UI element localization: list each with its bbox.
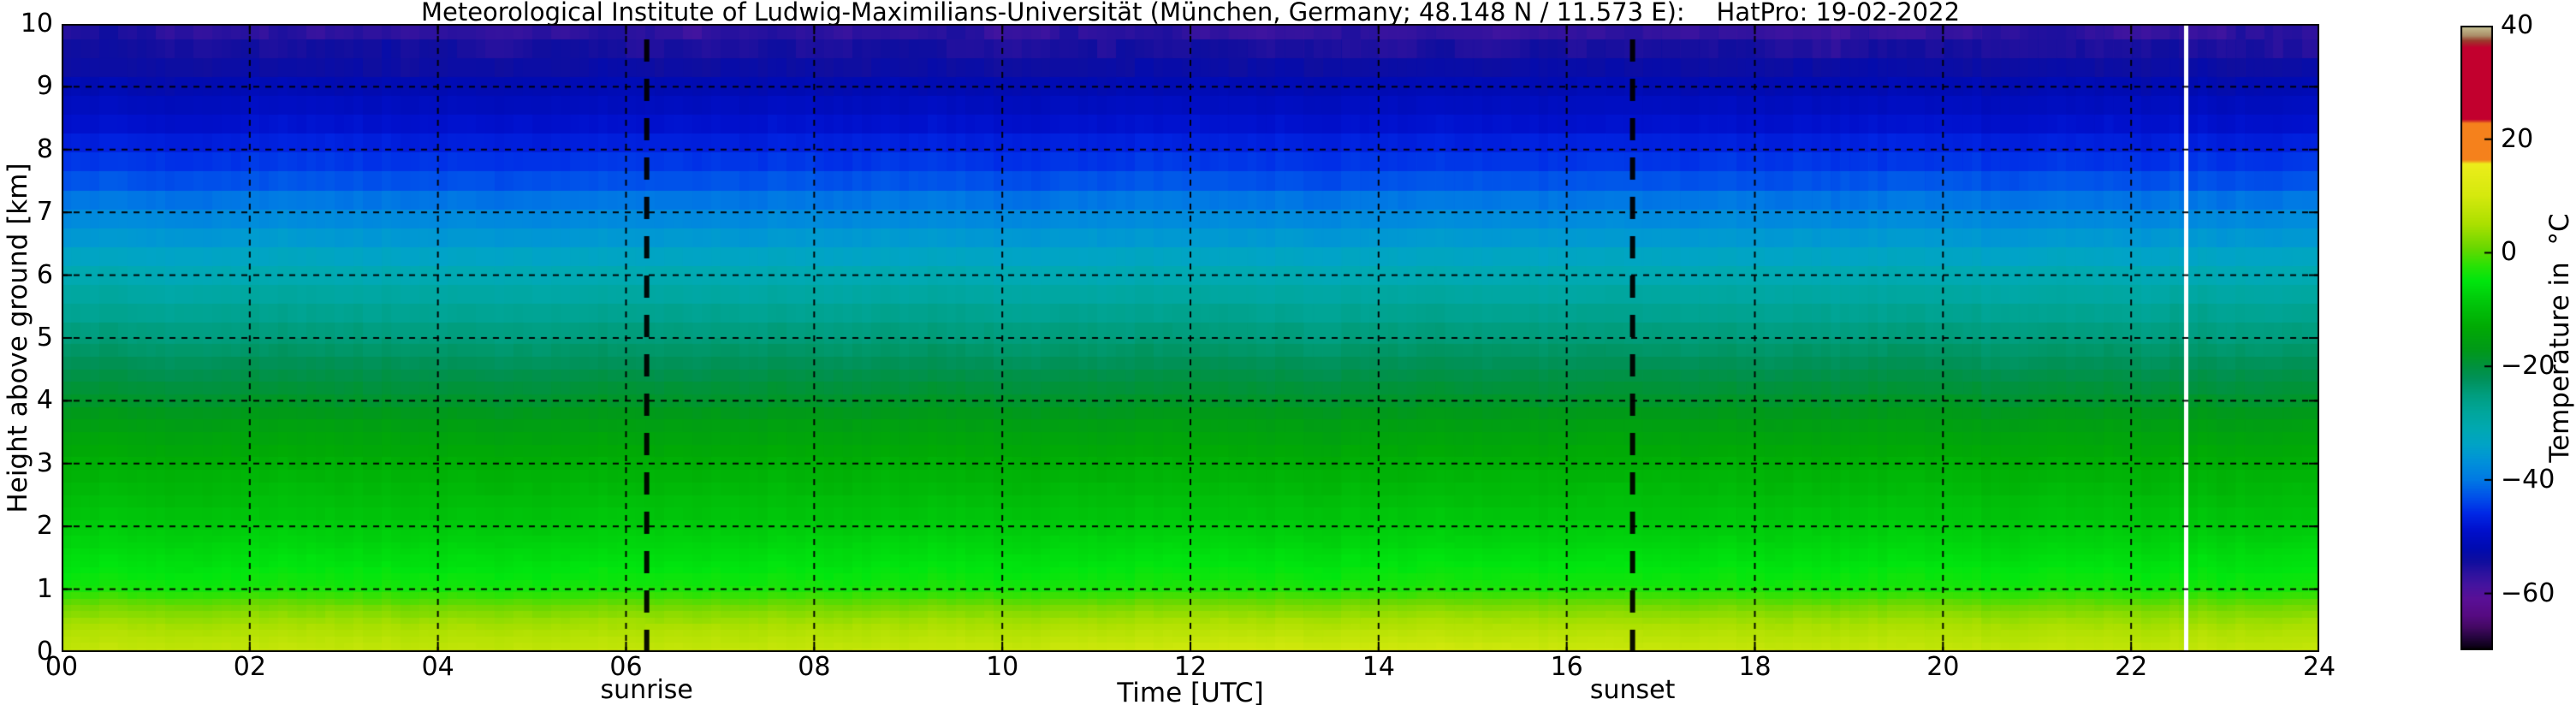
y-tick-label-5: 5 [36,323,53,352]
y-tick-label-3: 3 [36,447,53,478]
plot-title: Meteorological Institute of Ludwig-Maxim… [420,0,1961,27]
temperature-colorbar [2460,26,2493,650]
y-tick-label-10: 10 [20,9,53,39]
x-tick-label-04: 04 [421,652,454,682]
colorbar-label: Temperature in °C [2544,213,2575,463]
x-tick-label-16: 16 [1550,652,1583,682]
y-tick-label-7: 7 [36,197,53,228]
colorbar-tick-label--40: −40 [2501,464,2555,495]
x-tick-label-10: 10 [986,652,1019,682]
x-tick-label-24: 24 [2302,652,2336,682]
sunrise-annotation: sunrise [600,675,693,705]
colorbar-tick-label-20: 20 [2501,123,2534,154]
colorbar-tick-label-0: 0 [2501,237,2518,268]
x-tick-label-14: 14 [1362,652,1395,682]
colorbar-tick-label-40: 40 [2501,10,2534,40]
x-tick-label-20: 20 [1926,652,1960,682]
y-tick-label-0: 0 [36,637,53,666]
x-tick-label-08: 08 [798,652,831,682]
y-tick-label-1: 1 [36,573,53,604]
x-tick-label-06: 06 [609,652,643,682]
x-tick-label-12: 12 [1173,652,1208,682]
temperature-heatmap [62,24,2319,652]
x-tick-label-22: 22 [2115,652,2148,682]
sunset-annotation: sunset [1589,675,1676,705]
y-tick-label-4: 4 [36,385,53,416]
x-tick-label-18: 18 [1738,652,1772,682]
colorbar-tick-label--60: −60 [2501,578,2555,608]
y-tick-label-9: 9 [36,71,53,102]
y-tick-label-6: 6 [36,259,53,290]
colorbar-tick-label--20: −20 [2501,351,2555,382]
x-tick-label-00: 00 [45,652,79,682]
x-tick-label-02: 02 [233,652,266,682]
x-axis-label: Time [UTC] [1117,678,1264,705]
y-tick-label-2: 2 [36,511,53,542]
y-tick-label-8: 8 [36,133,53,164]
